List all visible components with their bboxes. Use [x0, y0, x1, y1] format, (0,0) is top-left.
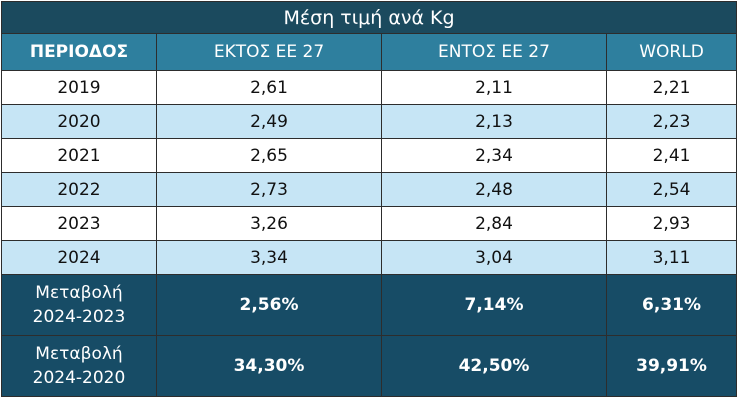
column-header-inside-eu: ΕΝΤΟΣ ΕΕ 27: [381, 33, 607, 71]
value-cell: 2,93: [605, 206, 738, 241]
change-label: Μεταβολή 2024-2023: [1, 274, 157, 336]
period-cell: 2023: [1, 206, 157, 241]
table-row: 2019 2,61 2,11 2,21: [1, 70, 738, 105]
table-row: 2021 2,65 2,34 2,41: [1, 138, 738, 173]
value-cell: 2,49: [156, 104, 382, 139]
change-row-2024-2020: Μεταβολή 2024-2020 34,30% 42,50% 39,91%: [1, 335, 738, 397]
value-cell: 3,11: [605, 240, 738, 275]
change-value: 42,50%: [381, 335, 607, 397]
table-row: 2022 2,73 2,48 2,54: [1, 172, 738, 207]
table-title: Μέση τιμή ανά Kg: [0, 1, 738, 34]
table-row: 2023 3,26 2,84 2,93: [1, 206, 738, 241]
change-label-line1: Μεταβολή: [35, 344, 123, 364]
change-value: 2,56%: [156, 274, 382, 336]
change-label-line2: 2024-2023: [32, 307, 126, 327]
change-label: Μεταβολή 2024-2020: [1, 335, 157, 397]
value-cell: 3,26: [156, 206, 382, 241]
value-cell: 3,04: [381, 240, 607, 275]
header-row: ΠΕΡΙΟΔΟΣ ΕΚΤΟΣ ΕΕ 27 ΕΝΤΟΣ ΕΕ 27 WORLD: [1, 33, 738, 71]
value-cell: 2,13: [381, 104, 607, 139]
value-cell: 2,48: [381, 172, 607, 207]
value-cell: 2,61: [156, 70, 382, 105]
value-cell: 2,34: [381, 138, 607, 173]
table-row: 2024 3,34 3,04 3,11: [1, 240, 738, 275]
title-row: Μέση τιμή ανά Kg: [0, 1, 738, 34]
period-cell: 2022: [1, 172, 157, 207]
value-cell: 2,41: [605, 138, 738, 173]
period-cell: 2019: [1, 70, 157, 105]
change-value: 6,31%: [605, 274, 738, 336]
table-row: 2020 2,49 2,13 2,23: [1, 104, 738, 139]
period-cell: 2020: [1, 104, 157, 139]
value-cell: 2,54: [605, 172, 738, 207]
change-label-line2: 2024-2020: [32, 368, 126, 388]
change-value: 39,91%: [605, 335, 738, 397]
change-label-line1: Μεταβολή: [35, 283, 123, 303]
value-cell: 2,65: [156, 138, 382, 173]
value-cell: 2,73: [156, 172, 382, 207]
period-cell: 2024: [1, 240, 157, 275]
period-cell: 2021: [1, 138, 157, 173]
column-header-world: WORLD: [605, 33, 738, 71]
value-cell: 2,11: [381, 70, 607, 105]
change-row-2024-2023: Μεταβολή 2024-2023 2,56% 7,14% 6,31%: [1, 274, 738, 336]
value-cell: 2,84: [381, 206, 607, 241]
value-cell: 2,23: [605, 104, 738, 139]
value-cell: 3,34: [156, 240, 382, 275]
column-header-period: ΠΕΡΙΟΔΟΣ: [1, 33, 157, 71]
change-value: 34,30%: [156, 335, 382, 397]
value-cell: 2,21: [605, 70, 738, 105]
column-header-outside-eu: ΕΚΤΟΣ ΕΕ 27: [156, 33, 382, 71]
change-value: 7,14%: [381, 274, 607, 336]
